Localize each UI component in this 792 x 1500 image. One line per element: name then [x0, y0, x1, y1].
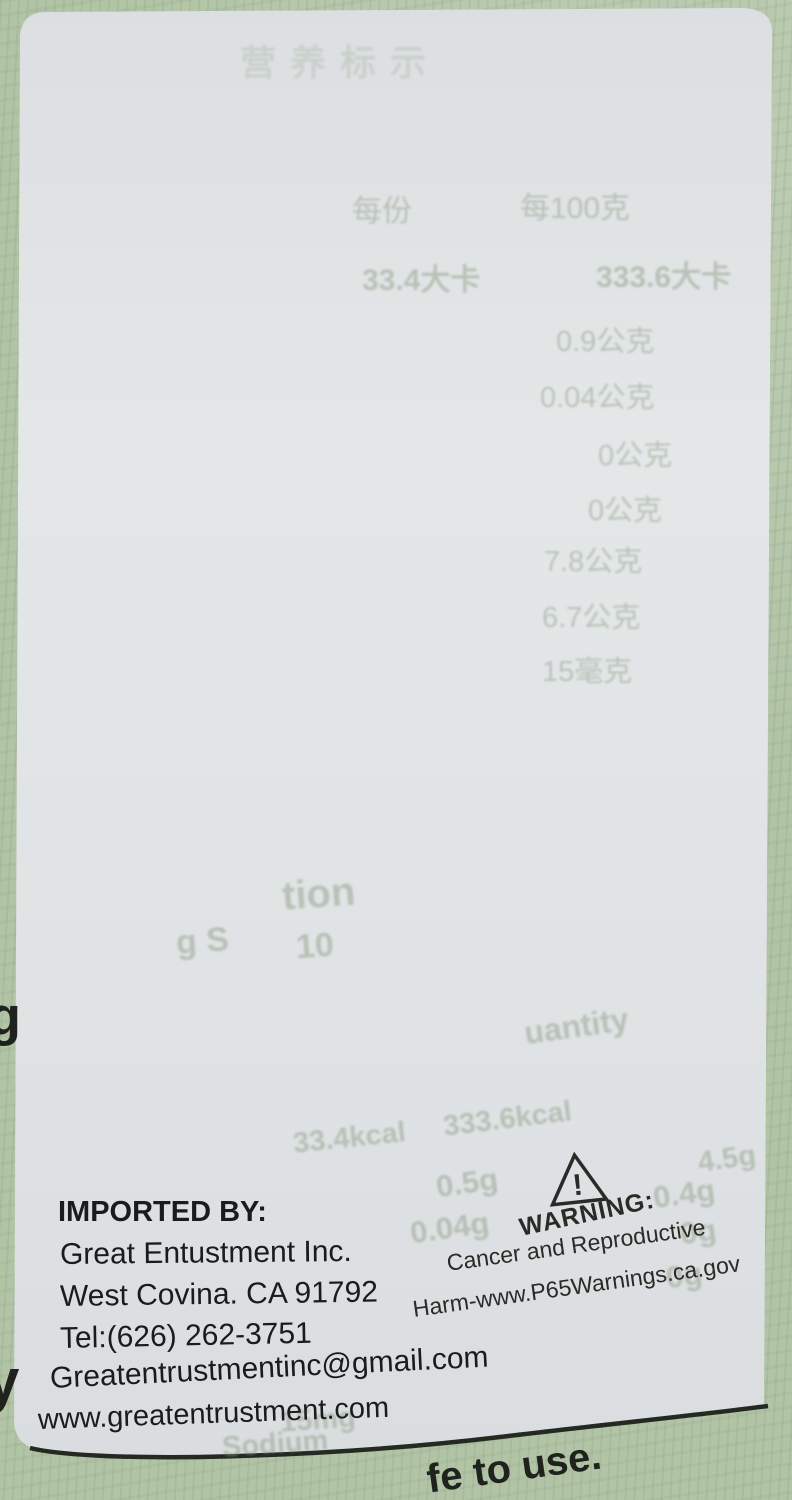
warning-exclamation: ! [571, 1169, 584, 1203]
ghost-text: 0.9公克 [556, 326, 655, 358]
importer-heading: IMPORTED BY: [58, 1196, 267, 1228]
ghost-text: 7.8公克 [544, 546, 643, 578]
ghost-text: 营养标示 [240, 42, 441, 83]
ghost-text: 15毫克 [542, 656, 633, 688]
ghost-text: 0.04公克 [540, 382, 655, 414]
ghost-text: 每份 [352, 195, 412, 228]
package-edge-letter-top: g [0, 987, 21, 1047]
package-edge-letter-bottom: y [0, 1347, 20, 1414]
ghost-text: 33.4大卡 [362, 264, 481, 297]
warning-triangle-icon: ! [549, 1151, 610, 1207]
ghost-text: 6.7公克 [542, 602, 641, 634]
ghost-text: 333.6大卡 [596, 261, 732, 294]
ghost-text: 0公克 [598, 440, 673, 472]
ghost-text: 每100克 [520, 192, 631, 225]
label-bottom-outline [29, 1403, 769, 1460]
ghost-text: 0公克 [588, 495, 663, 527]
